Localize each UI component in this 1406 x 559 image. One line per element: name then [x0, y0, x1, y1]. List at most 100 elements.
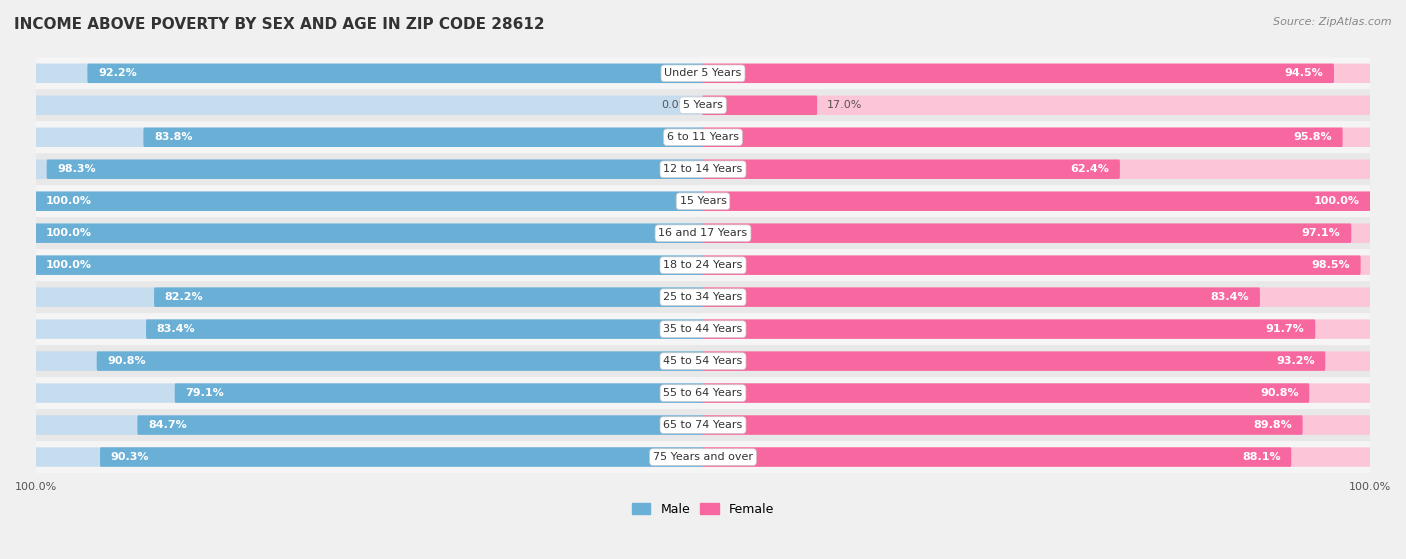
FancyBboxPatch shape	[35, 447, 704, 467]
Text: 17.0%: 17.0%	[827, 100, 862, 110]
FancyBboxPatch shape	[702, 447, 1371, 467]
FancyBboxPatch shape	[702, 287, 1260, 307]
FancyBboxPatch shape	[35, 159, 704, 179]
FancyBboxPatch shape	[35, 224, 704, 243]
FancyBboxPatch shape	[37, 345, 1369, 377]
FancyBboxPatch shape	[35, 415, 704, 435]
Legend: Male, Female: Male, Female	[627, 498, 779, 520]
FancyBboxPatch shape	[146, 319, 704, 339]
Text: 16 and 17 Years: 16 and 17 Years	[658, 228, 748, 238]
Text: 95.8%: 95.8%	[1294, 132, 1331, 143]
Text: 98.3%: 98.3%	[58, 164, 96, 174]
FancyBboxPatch shape	[702, 352, 1371, 371]
Text: 94.5%: 94.5%	[1285, 68, 1323, 78]
FancyBboxPatch shape	[37, 89, 1369, 121]
FancyBboxPatch shape	[702, 255, 1371, 275]
Text: 98.5%: 98.5%	[1312, 260, 1350, 270]
Text: 92.2%: 92.2%	[98, 68, 136, 78]
Text: Source: ZipAtlas.com: Source: ZipAtlas.com	[1274, 17, 1392, 27]
Text: INCOME ABOVE POVERTY BY SEX AND AGE IN ZIP CODE 28612: INCOME ABOVE POVERTY BY SEX AND AGE IN Z…	[14, 17, 544, 32]
Text: 97.1%: 97.1%	[1302, 228, 1340, 238]
Text: 79.1%: 79.1%	[186, 388, 224, 398]
FancyBboxPatch shape	[702, 64, 1371, 83]
Text: 83.8%: 83.8%	[155, 132, 193, 143]
Text: 45 to 54 Years: 45 to 54 Years	[664, 356, 742, 366]
Text: 89.8%: 89.8%	[1253, 420, 1292, 430]
FancyBboxPatch shape	[702, 383, 1309, 403]
Text: 90.8%: 90.8%	[1260, 388, 1299, 398]
FancyBboxPatch shape	[35, 287, 704, 307]
Text: 6 to 11 Years: 6 to 11 Years	[666, 132, 740, 143]
FancyBboxPatch shape	[35, 192, 704, 211]
FancyBboxPatch shape	[35, 64, 704, 83]
FancyBboxPatch shape	[702, 383, 1371, 403]
Text: 83.4%: 83.4%	[1211, 292, 1249, 302]
FancyBboxPatch shape	[702, 287, 1371, 307]
FancyBboxPatch shape	[702, 447, 1291, 467]
FancyBboxPatch shape	[35, 96, 704, 115]
Text: 90.8%: 90.8%	[107, 356, 146, 366]
Text: 65 to 74 Years: 65 to 74 Years	[664, 420, 742, 430]
Text: 18 to 24 Years: 18 to 24 Years	[664, 260, 742, 270]
Text: 35 to 44 Years: 35 to 44 Years	[664, 324, 742, 334]
FancyBboxPatch shape	[702, 319, 1371, 339]
FancyBboxPatch shape	[155, 287, 704, 307]
Text: 82.2%: 82.2%	[165, 292, 204, 302]
FancyBboxPatch shape	[702, 96, 1371, 115]
FancyBboxPatch shape	[37, 249, 1369, 281]
FancyBboxPatch shape	[138, 415, 704, 435]
FancyBboxPatch shape	[702, 255, 1361, 275]
FancyBboxPatch shape	[35, 224, 704, 243]
Text: 90.3%: 90.3%	[111, 452, 149, 462]
FancyBboxPatch shape	[702, 159, 1371, 179]
FancyBboxPatch shape	[702, 64, 1334, 83]
Text: 100.0%: 100.0%	[46, 260, 93, 270]
FancyBboxPatch shape	[702, 352, 1326, 371]
FancyBboxPatch shape	[702, 224, 1351, 243]
FancyBboxPatch shape	[143, 127, 704, 147]
FancyBboxPatch shape	[35, 255, 704, 275]
Text: Under 5 Years: Under 5 Years	[665, 68, 741, 78]
Text: 100.0%: 100.0%	[46, 196, 93, 206]
Text: 100.0%: 100.0%	[1313, 196, 1360, 206]
Text: 55 to 64 Years: 55 to 64 Years	[664, 388, 742, 398]
FancyBboxPatch shape	[702, 127, 1371, 147]
Text: 5 Years: 5 Years	[683, 100, 723, 110]
FancyBboxPatch shape	[37, 281, 1369, 313]
Text: 88.1%: 88.1%	[1241, 452, 1281, 462]
FancyBboxPatch shape	[702, 159, 1121, 179]
FancyBboxPatch shape	[37, 217, 1369, 249]
FancyBboxPatch shape	[37, 377, 1369, 409]
FancyBboxPatch shape	[35, 319, 704, 339]
FancyBboxPatch shape	[35, 127, 704, 147]
Text: 62.4%: 62.4%	[1070, 164, 1109, 174]
Text: 84.7%: 84.7%	[148, 420, 187, 430]
FancyBboxPatch shape	[702, 192, 1371, 211]
FancyBboxPatch shape	[702, 319, 1315, 339]
Text: 91.7%: 91.7%	[1265, 324, 1305, 334]
FancyBboxPatch shape	[87, 64, 704, 83]
FancyBboxPatch shape	[702, 96, 817, 115]
FancyBboxPatch shape	[37, 58, 1369, 89]
FancyBboxPatch shape	[702, 224, 1371, 243]
FancyBboxPatch shape	[174, 383, 704, 403]
Text: 93.2%: 93.2%	[1275, 356, 1315, 366]
FancyBboxPatch shape	[37, 409, 1369, 441]
FancyBboxPatch shape	[97, 352, 704, 371]
FancyBboxPatch shape	[35, 192, 704, 211]
FancyBboxPatch shape	[37, 185, 1369, 217]
Text: 75 Years and over: 75 Years and over	[652, 452, 754, 462]
FancyBboxPatch shape	[37, 153, 1369, 185]
FancyBboxPatch shape	[100, 447, 704, 467]
FancyBboxPatch shape	[702, 127, 1343, 147]
FancyBboxPatch shape	[37, 121, 1369, 153]
Text: 0.0%: 0.0%	[661, 100, 690, 110]
Text: 83.4%: 83.4%	[157, 324, 195, 334]
FancyBboxPatch shape	[35, 383, 704, 403]
FancyBboxPatch shape	[35, 352, 704, 371]
FancyBboxPatch shape	[702, 415, 1371, 435]
Text: 100.0%: 100.0%	[46, 228, 93, 238]
FancyBboxPatch shape	[46, 159, 704, 179]
FancyBboxPatch shape	[35, 255, 704, 275]
FancyBboxPatch shape	[702, 415, 1302, 435]
